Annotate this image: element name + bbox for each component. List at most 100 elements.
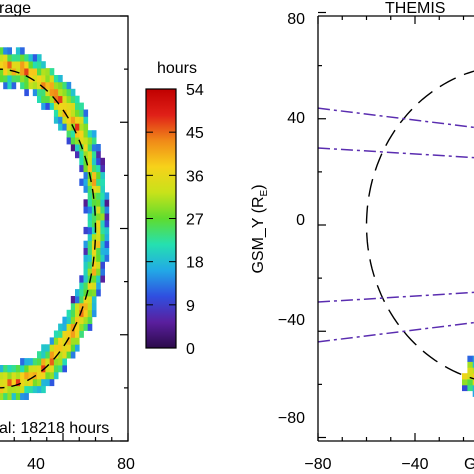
heatmap-cell — [100, 199, 105, 207]
right-y-axis-label-close: ) — [250, 184, 267, 189]
colorbar-tick-label: 0 — [186, 341, 195, 358]
heatmap-cell — [24, 385, 29, 394]
heatmap-cell — [11, 392, 17, 400]
heatmap-cell — [32, 88, 38, 97]
heatmap-cell — [58, 116, 63, 124]
heatmap-cell — [96, 268, 101, 276]
heatmap-cell — [58, 95, 63, 103]
heatmap-cell — [79, 109, 84, 117]
heatmap-cell — [83, 302, 89, 311]
heatmap-cell — [91, 289, 97, 297]
heatmap-cell — [0, 47, 4, 55]
left-orbit-guide — [0, 68, 97, 389]
heatmap-cell — [91, 240, 97, 248]
heatmap-cell — [24, 81, 29, 90]
heatmap-cell — [11, 365, 17, 373]
heatmap-cell — [41, 351, 46, 359]
heatmap-cell — [32, 81, 38, 90]
heatmap-cell — [100, 192, 105, 200]
heatmap-cell — [0, 392, 4, 400]
heatmap-cell — [83, 206, 89, 214]
heatmap-cell — [79, 150, 84, 159]
heatmap-cell — [104, 247, 110, 255]
heatmap-cell — [45, 365, 50, 373]
heatmap-cell — [83, 199, 89, 207]
heatmap-cell — [70, 351, 76, 359]
heatmap-cell — [62, 95, 67, 103]
heatmap-cell — [100, 254, 105, 262]
right-axis-ticks — [317, 11, 465, 441]
right-panel-title: THEMIS — [385, 0, 445, 17]
heatmap-cell — [87, 261, 93, 269]
heatmap-cell — [100, 171, 105, 179]
heatmap-cell — [70, 309, 76, 318]
heatmap-cell — [79, 323, 84, 331]
heatmap-cell — [70, 344, 76, 352]
heatmap-cell — [104, 199, 110, 207]
heatmap-cell — [20, 75, 25, 83]
heatmap-cell — [15, 47, 21, 55]
heatmap-cell — [41, 88, 46, 97]
right-panel: THEMIS 80 40 0 −40 −80 −80 −40 G GSM_Y (… — [250, 0, 474, 473]
heatmap-cell — [41, 102, 46, 110]
heatmap-cell — [62, 330, 67, 338]
heatmap-cell — [28, 371, 34, 380]
heatmap-cell — [75, 316, 80, 324]
heatmap-cell — [32, 68, 38, 76]
heatmap-cell — [87, 213, 93, 221]
heatmap-cell — [11, 385, 17, 394]
heatmap-cell — [91, 296, 97, 304]
colorbar-tick-label: 27 — [186, 212, 204, 229]
heatmap-cell — [15, 385, 21, 394]
heatmap-cell — [3, 392, 8, 400]
heatmap-cell — [3, 81, 8, 90]
heatmap-cell — [24, 75, 29, 83]
heatmap-cell — [70, 330, 76, 338]
heatmap-cell — [87, 268, 93, 276]
heatmap-cell — [28, 365, 34, 373]
heatmap-cell — [45, 358, 50, 366]
heatmap-cell — [70, 116, 76, 124]
heatmap-cell — [75, 323, 80, 331]
heatmap-cell — [96, 171, 101, 179]
heatmap-cell — [91, 185, 97, 193]
heatmap-cell — [28, 68, 34, 76]
heatmap-cell — [467, 373, 474, 380]
heatmap-cell — [100, 247, 105, 255]
heatmap-cell — [83, 316, 89, 324]
heatmap-cell — [66, 351, 72, 359]
heatmap-cell — [15, 61, 21, 69]
heatmap-cell — [15, 378, 21, 387]
heatmap-cell — [91, 144, 97, 152]
heatmap-cell — [7, 392, 12, 400]
heatmap-cell — [49, 68, 55, 76]
heatmap-cell — [96, 192, 101, 200]
heatmap-cell — [45, 102, 50, 110]
heatmap-cell — [83, 144, 89, 152]
heatmap-cell — [53, 330, 59, 338]
heatmap-cell — [62, 337, 67, 345]
left-axis-ticks — [13, 15, 129, 442]
heatmap-cell — [41, 385, 46, 394]
heatmap-cell — [41, 75, 46, 83]
heatmap-cell — [37, 54, 42, 62]
heatmap-cell — [0, 365, 4, 373]
heatmap-cell — [58, 365, 63, 373]
heatmap-cell — [100, 206, 105, 214]
heatmap-cell — [66, 309, 72, 318]
heatmap-cell — [62, 351, 67, 359]
heatmap-cell — [66, 88, 72, 97]
right-orbit-guide — [365, 70, 474, 380]
heatmap-cell — [100, 164, 105, 173]
heatmap-cell — [28, 385, 34, 394]
heatmap-cell — [37, 68, 42, 76]
heatmap-cell — [3, 365, 8, 373]
heatmap-cell — [75, 95, 80, 103]
heatmap-cell — [83, 275, 89, 283]
heatmap-cell — [24, 371, 29, 380]
heatmap-cell — [100, 275, 105, 283]
heatmap-cell — [104, 220, 110, 228]
heatmap-cell — [53, 358, 59, 366]
heatmap-cell — [75, 137, 80, 145]
heatmap-cell — [49, 378, 55, 387]
